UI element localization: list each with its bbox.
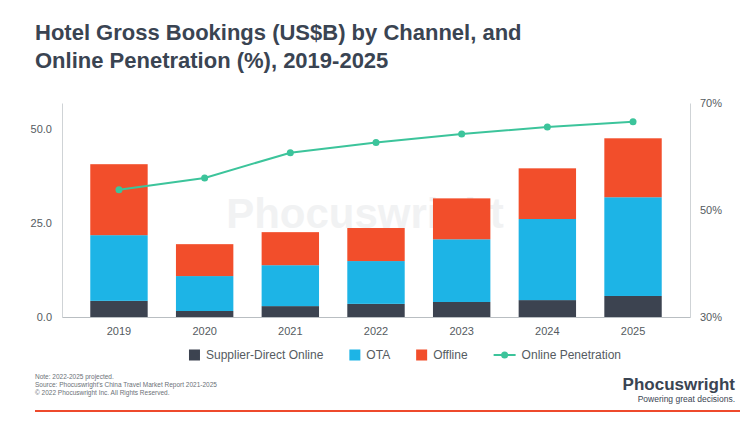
- tick: 50%: [700, 204, 722, 216]
- marker: [458, 131, 465, 138]
- footnote: Source: Phocuswright's China Travel Mark…: [35, 381, 217, 389]
- y2-axis: 30% 50% 70%: [691, 97, 723, 323]
- bar: [176, 311, 233, 317]
- marker: [373, 139, 380, 146]
- tick: 2025: [621, 325, 645, 337]
- tick: 2020: [192, 325, 216, 337]
- tick: 2022: [364, 325, 388, 337]
- legend-item: Offline: [416, 348, 468, 362]
- bar: [519, 300, 576, 317]
- tick: 2024: [535, 325, 559, 337]
- tick: 50.0: [31, 123, 52, 135]
- legend: Supplier-Direct Online OTA Offline Online P…: [189, 348, 621, 362]
- bar: [262, 306, 319, 317]
- line: [119, 122, 633, 190]
- bar: [347, 304, 404, 317]
- marker: [201, 174, 208, 181]
- legend-label: Supplier-Direct Online: [206, 348, 324, 362]
- x-axis: 2019 2020 2021 2022 2023 2024 2025: [63, 318, 691, 337]
- bar: [90, 164, 147, 235]
- bar: [176, 244, 233, 276]
- legend-swatch: [416, 350, 427, 361]
- axis-line: [690, 104, 691, 318]
- legend-item: Supplier-Direct Online: [189, 348, 324, 362]
- footnote: © 2022 Phocuswright Inc. All Rights Rese…: [35, 389, 170, 397]
- legend-item: Online Penetration: [494, 348, 621, 362]
- bar: [347, 228, 404, 261]
- bar: [433, 198, 490, 239]
- tick-label: 0.0: [37, 311, 52, 323]
- bar: [262, 232, 319, 265]
- tick-label: 30%: [700, 311, 722, 323]
- footnote: Note: 2022-2025 projected.: [35, 373, 114, 381]
- tick: 2019: [107, 325, 131, 337]
- tick: 30%: [700, 311, 722, 323]
- tick-label: 70%: [700, 97, 722, 109]
- bar: [604, 138, 661, 197]
- bar: [433, 302, 490, 317]
- marker: [287, 149, 294, 156]
- bar: [347, 261, 404, 304]
- bar: [262, 265, 319, 306]
- bar: [604, 296, 661, 317]
- legend-swatch: [189, 350, 200, 361]
- marker: [630, 118, 637, 125]
- axis-line: [62, 104, 63, 318]
- tick: 70%: [700, 97, 722, 109]
- legend-item: OTA: [349, 348, 390, 362]
- tick-label: 2019: [107, 325, 131, 337]
- tick-label: 2020: [192, 325, 216, 337]
- marker: [544, 124, 551, 131]
- tick: 2021: [278, 325, 302, 337]
- bar: [604, 197, 661, 296]
- tagline: Powering great decisions.: [638, 394, 735, 404]
- bar: [433, 239, 490, 302]
- tick-label: 2025: [621, 325, 645, 337]
- bar: [90, 301, 147, 317]
- tick-label: 2023: [449, 325, 473, 337]
- legend-label: Online Penetration: [522, 348, 621, 362]
- axis-line: [63, 317, 691, 318]
- tick-label: 2022: [364, 325, 388, 337]
- tick-label: 2024: [535, 325, 559, 337]
- tick-label: 50%: [700, 204, 722, 216]
- plot-area: [90, 118, 661, 317]
- chart: Hotel Gross Bookings (US$B) by Channel, …: [0, 0, 750, 434]
- bar: [519, 219, 576, 300]
- brand: Phocuswright: [623, 375, 736, 394]
- bar: [176, 276, 233, 311]
- tick-label: 2021: [278, 325, 302, 337]
- tick: 0.0: [37, 311, 52, 323]
- legend-label: Offline: [433, 348, 468, 362]
- title: Hotel Gross Bookings (US$B) by Channel, …: [35, 20, 522, 73]
- legend-label: OTA: [366, 348, 390, 362]
- bar: [519, 168, 576, 219]
- marker: [115, 186, 122, 193]
- divider: [35, 410, 740, 412]
- legend-swatch: [501, 352, 508, 359]
- bar: [90, 235, 147, 301]
- tick-label: 50.0: [31, 123, 52, 135]
- legend-swatch: [349, 350, 360, 361]
- tick-label: 25.0: [31, 217, 52, 229]
- y-axis: 0.0 25.0 50.0: [31, 104, 63, 324]
- tick: 2023: [449, 325, 473, 337]
- tick: 25.0: [31, 217, 52, 229]
